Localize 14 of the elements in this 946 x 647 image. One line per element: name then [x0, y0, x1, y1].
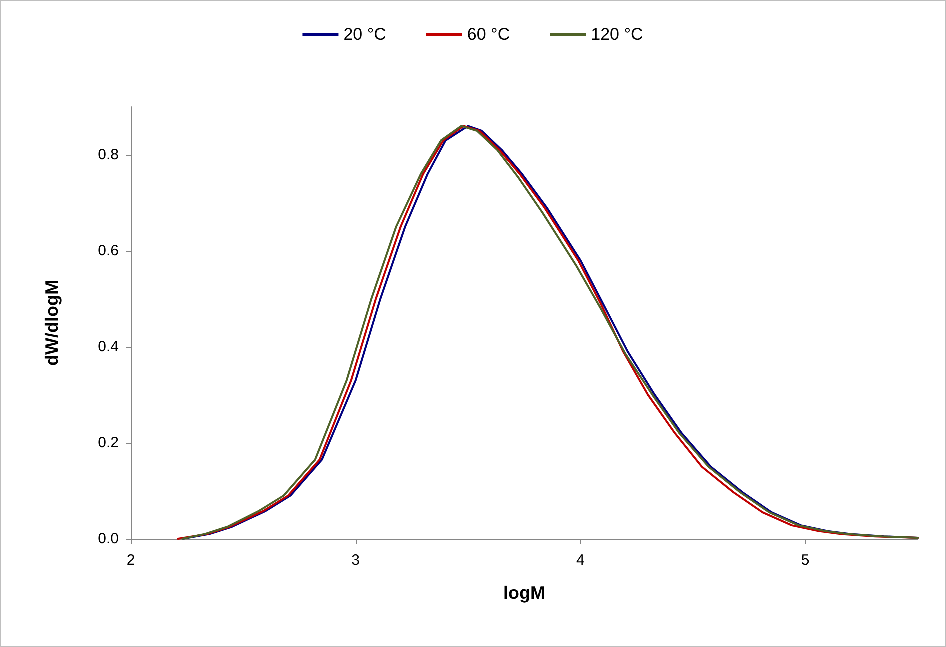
- x-tick-label: 3: [352, 552, 360, 569]
- y-tick-label: 0.0: [98, 530, 119, 548]
- x-tick-label: 5: [801, 552, 810, 569]
- legend-label: 60 °C: [467, 25, 510, 44]
- y-tick-label: 0.6: [98, 242, 119, 260]
- y-tick-label: 0.2: [98, 434, 119, 452]
- x-axis-title: logM: [504, 583, 546, 603]
- x-tick-label: 4: [576, 552, 585, 569]
- y-tick-label: 0.4: [98, 338, 119, 356]
- legend-label: 120 °C: [591, 25, 644, 44]
- y-axis-title: dW/dlogM: [42, 280, 62, 366]
- legend-label: 20 °C: [344, 25, 386, 44]
- x-tick-label: 2: [126, 552, 136, 569]
- y-tick-label: 0.8: [98, 146, 119, 164]
